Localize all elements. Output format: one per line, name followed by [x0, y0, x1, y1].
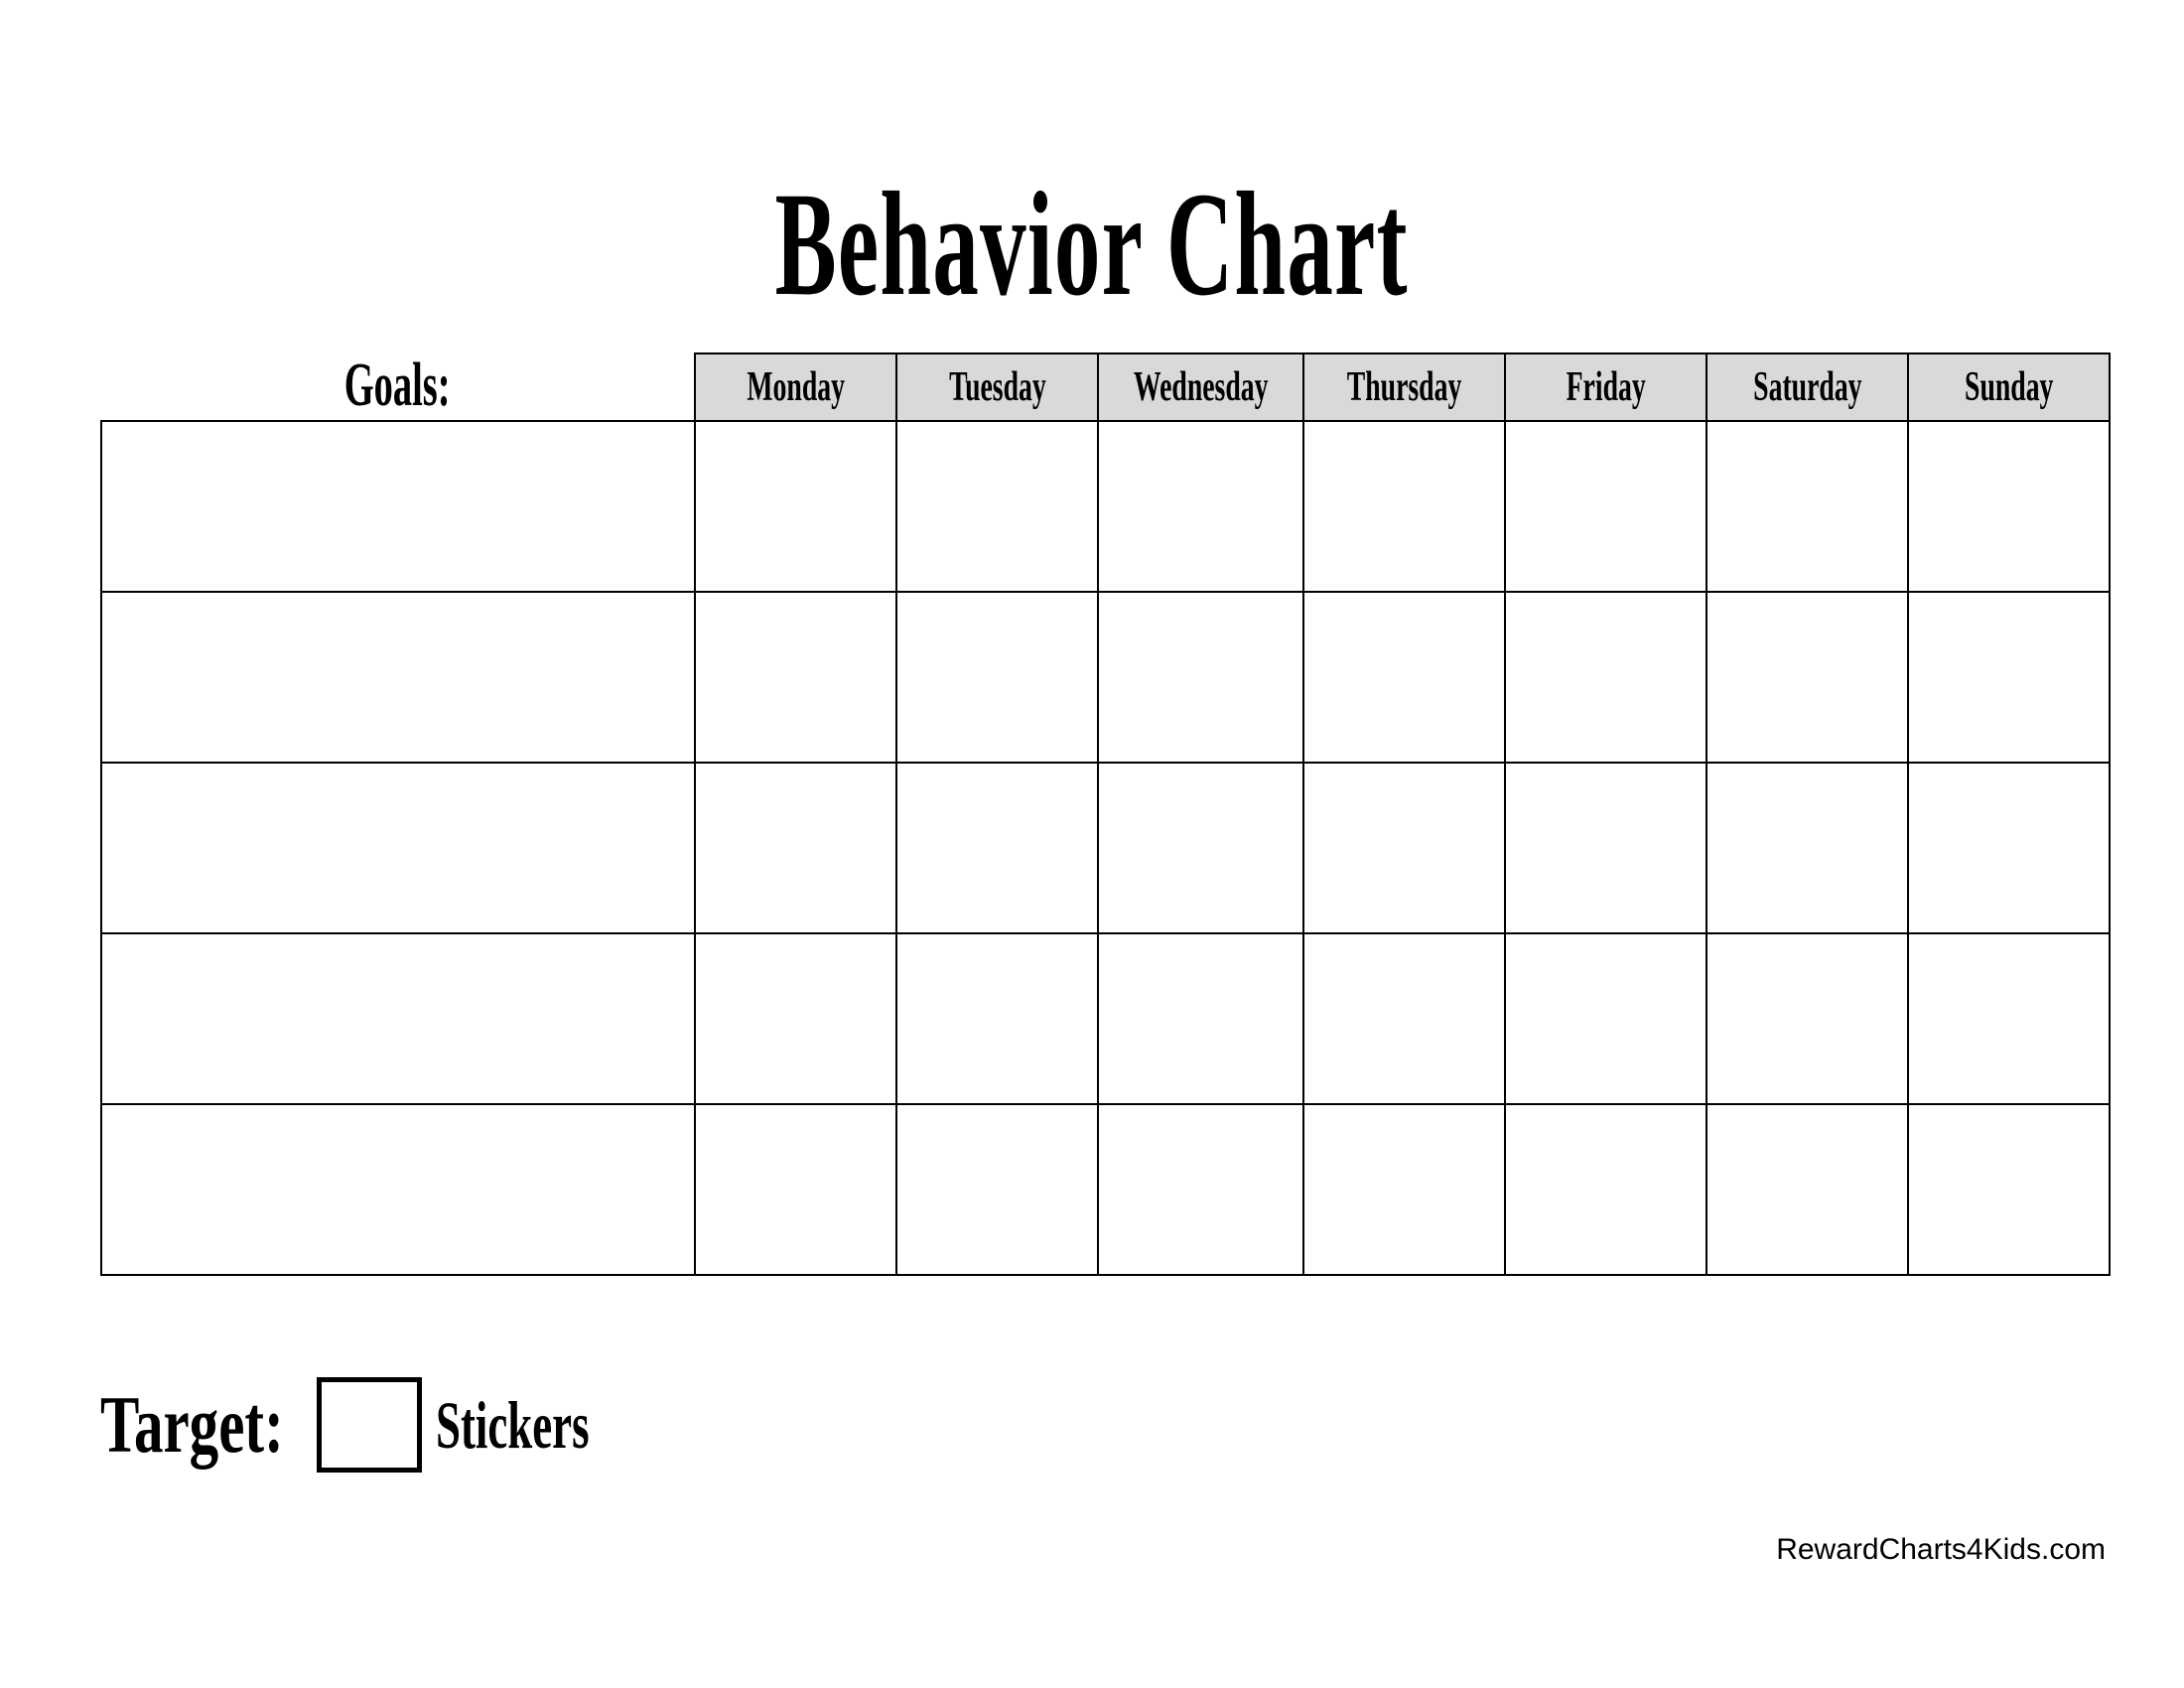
sticker-cell-monday[interactable] — [694, 591, 897, 764]
sticker-cell-saturday[interactable] — [1706, 1103, 1910, 1276]
sticker-cell-saturday[interactable] — [1706, 420, 1910, 593]
sticker-cell-monday[interactable] — [694, 762, 897, 934]
sticker-cell-saturday[interactable] — [1706, 591, 1910, 764]
sticker-cell-monday[interactable] — [694, 1103, 897, 1276]
day-label: Thursday — [1347, 364, 1462, 410]
day-header-friday: Friday — [1504, 352, 1708, 422]
goal-row — [100, 932, 2112, 1105]
behavior-grid: Monday Tuesday Wednesday Thursday Friday Satu… — [100, 352, 2112, 1276]
day-label: Wednesday — [1133, 364, 1269, 410]
goal-cell[interactable] — [100, 1103, 696, 1276]
goal-cell[interactable] — [100, 420, 696, 593]
sticker-cell-sunday[interactable] — [1907, 932, 2112, 1105]
sticker-cell-tuesday[interactable] — [895, 591, 1099, 764]
goal-row — [100, 762, 2112, 934]
sticker-cell-thursday[interactable] — [1302, 762, 1507, 934]
sticker-cell-wednesday[interactable] — [1096, 420, 1305, 593]
sticker-cell-wednesday[interactable] — [1096, 1103, 1305, 1276]
footer-website: RewardCharts4Kids.com — [1776, 1533, 2106, 1566]
sticker-cell-monday[interactable] — [694, 420, 897, 593]
sticker-cell-thursday[interactable] — [1302, 591, 1507, 764]
day-header-wednesday: Wednesday — [1096, 352, 1305, 422]
day-header-saturday: Saturday — [1706, 352, 1910, 422]
sticker-cell-tuesday[interactable] — [895, 932, 1099, 1105]
day-label: Tuesday — [948, 364, 1046, 410]
sticker-cell-friday[interactable] — [1504, 591, 1708, 764]
goal-row — [100, 420, 2112, 593]
sticker-cell-monday[interactable] — [694, 932, 897, 1105]
sticker-cell-friday[interactable] — [1504, 932, 1708, 1105]
sticker-cell-tuesday[interactable] — [895, 1103, 1099, 1276]
day-header-thursday: Thursday — [1302, 352, 1507, 422]
sticker-cell-saturday[interactable] — [1706, 762, 1910, 934]
sticker-cell-sunday[interactable] — [1907, 591, 2112, 764]
goal-cell[interactable] — [100, 591, 696, 764]
goal-cell[interactable] — [100, 932, 696, 1105]
sticker-cell-sunday[interactable] — [1907, 762, 2112, 934]
sticker-cell-tuesday[interactable] — [895, 420, 1099, 593]
target-section: Target: Stickers — [100, 1375, 668, 1475]
sticker-cell-sunday[interactable] — [1907, 420, 2112, 593]
target-count-box[interactable] — [317, 1377, 422, 1473]
goal-row — [100, 1103, 2112, 1276]
sticker-cell-thursday[interactable] — [1302, 932, 1507, 1105]
sticker-cell-friday[interactable] — [1504, 762, 1708, 934]
sticker-cell-tuesday[interactable] — [895, 762, 1099, 934]
goal-cell[interactable] — [100, 762, 696, 934]
sticker-cell-friday[interactable] — [1504, 420, 1708, 593]
day-label: Saturday — [1753, 364, 1862, 410]
sticker-cell-thursday[interactable] — [1302, 1103, 1507, 1276]
day-header-monday: Monday — [694, 352, 897, 422]
sticker-cell-sunday[interactable] — [1907, 1103, 2112, 1276]
day-header-sunday: Sunday — [1907, 352, 2112, 422]
day-label: Sunday — [1965, 364, 2054, 410]
sticker-cell-saturday[interactable] — [1706, 932, 1910, 1105]
sticker-cell-wednesday[interactable] — [1096, 762, 1305, 934]
sticker-cell-friday[interactable] — [1504, 1103, 1708, 1276]
day-label: Monday — [747, 364, 845, 410]
sticker-cell-thursday[interactable] — [1302, 420, 1507, 593]
goal-row — [100, 591, 2112, 764]
day-label: Friday — [1566, 364, 1646, 410]
stickers-label: Stickers — [436, 1386, 590, 1463]
sticker-cell-wednesday[interactable] — [1096, 591, 1305, 764]
page-title: Behavior Chart — [774, 162, 1410, 327]
target-label: Target: — [100, 1379, 284, 1470]
goals-header-cell — [101, 353, 695, 422]
sticker-cell-wednesday[interactable] — [1096, 932, 1305, 1105]
day-header-tuesday: Tuesday — [895, 352, 1099, 422]
header-row: Monday Tuesday Wednesday Thursday Friday Satu… — [101, 352, 2112, 422]
